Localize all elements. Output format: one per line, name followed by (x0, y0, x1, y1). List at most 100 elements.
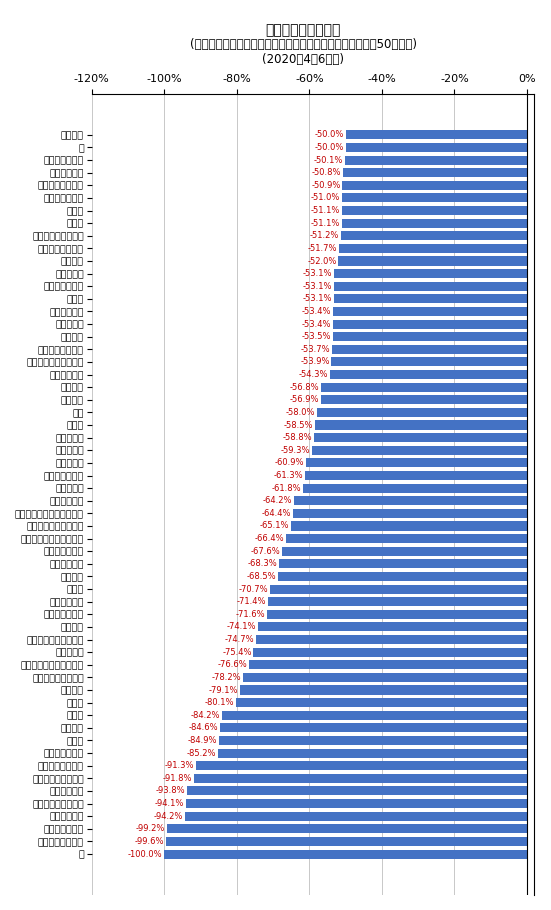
Bar (330, 370, 527, 379)
Bar (338, 257, 527, 266)
Text: -61.8%: -61.8% (271, 483, 301, 492)
Text: -84.9%: -84.9% (188, 736, 217, 745)
Text: -64.4%: -64.4% (262, 509, 291, 518)
Bar (253, 648, 527, 657)
Text: -50.9%: -50.9% (311, 181, 341, 190)
Text: -56.9%: -56.9% (289, 395, 318, 404)
Bar (185, 812, 527, 821)
Text: -52.0%: -52.0% (307, 257, 337, 266)
Bar (293, 509, 527, 518)
Bar (243, 672, 527, 682)
Bar (334, 282, 527, 291)
Bar (331, 358, 527, 367)
Text: -51.1%: -51.1% (310, 218, 340, 228)
Bar (315, 420, 527, 430)
Text: -65.1%: -65.1% (260, 521, 289, 531)
Bar (267, 610, 527, 619)
Text: -53.1%: -53.1% (303, 294, 332, 303)
Text: -66.4%: -66.4% (255, 534, 284, 543)
Bar (305, 471, 527, 480)
Text: -100.0%: -100.0% (128, 850, 163, 858)
Bar (164, 850, 527, 859)
Bar (286, 534, 527, 543)
Text: -64.2%: -64.2% (263, 496, 292, 505)
Bar (278, 571, 527, 581)
Bar (218, 749, 527, 758)
Bar (194, 774, 527, 783)
Text: -84.6%: -84.6% (188, 723, 218, 733)
Text: 月あたりの支出金額: 月あたりの支出金額 (266, 23, 341, 36)
Bar (249, 661, 527, 670)
Text: (二人以上世帯、品目分類、小区分、前年同期比でマイナス50％以下): (二人以上世帯、品目分類、小区分、前年同期比でマイナス50％以下) (190, 38, 417, 51)
Text: -56.8%: -56.8% (289, 383, 319, 391)
Bar (187, 786, 527, 795)
Text: -91.8%: -91.8% (163, 774, 192, 783)
Bar (222, 711, 527, 720)
Bar (333, 332, 527, 341)
Text: -74.1%: -74.1% (227, 622, 256, 632)
Bar (256, 635, 527, 644)
Bar (302, 483, 527, 492)
Bar (342, 206, 527, 215)
Bar (219, 736, 527, 745)
Text: -94.2%: -94.2% (154, 812, 183, 821)
Bar (321, 395, 527, 404)
Text: -51.7%: -51.7% (308, 244, 338, 253)
Text: -58.5%: -58.5% (283, 420, 313, 430)
Bar (333, 307, 527, 316)
Bar (333, 319, 527, 329)
Text: (2020年4〜6月期): (2020年4〜6月期) (262, 53, 344, 66)
Bar (258, 622, 527, 632)
Text: -53.1%: -53.1% (303, 282, 332, 290)
Text: -53.4%: -53.4% (302, 319, 331, 329)
Bar (240, 685, 527, 694)
Text: -53.9%: -53.9% (300, 358, 329, 367)
Bar (342, 218, 527, 228)
Text: -68.3%: -68.3% (247, 560, 277, 569)
Bar (345, 143, 527, 152)
Text: -99.2%: -99.2% (136, 824, 165, 834)
Text: -58.0%: -58.0% (285, 408, 315, 417)
Text: -71.4%: -71.4% (236, 597, 266, 606)
Text: -79.1%: -79.1% (209, 685, 238, 694)
Text: -93.8%: -93.8% (155, 786, 185, 795)
Text: -59.3%: -59.3% (280, 446, 310, 455)
Text: -50.0%: -50.0% (315, 143, 344, 152)
Bar (291, 521, 527, 531)
Text: -60.9%: -60.9% (275, 459, 304, 468)
Text: -74.7%: -74.7% (224, 635, 254, 644)
Bar (339, 244, 527, 253)
Bar (342, 181, 527, 190)
Text: -75.4%: -75.4% (222, 648, 252, 657)
Bar (316, 408, 527, 417)
Bar (345, 156, 527, 165)
Text: -53.1%: -53.1% (303, 269, 332, 278)
Bar (341, 231, 527, 240)
Bar (279, 560, 527, 569)
Bar (306, 459, 527, 468)
Text: -51.0%: -51.0% (311, 194, 340, 202)
Text: -76.6%: -76.6% (218, 661, 247, 669)
Bar (166, 837, 527, 846)
Text: -50.1%: -50.1% (314, 156, 343, 165)
Text: -71.6%: -71.6% (236, 610, 266, 619)
Bar (321, 382, 527, 391)
Bar (294, 496, 527, 505)
Bar (236, 698, 527, 707)
Text: -50.8%: -50.8% (311, 168, 341, 177)
Text: -50.0%: -50.0% (315, 130, 344, 139)
Text: -78.2%: -78.2% (212, 672, 241, 682)
Bar (343, 168, 527, 177)
Text: -68.5%: -68.5% (247, 572, 277, 581)
Text: -53.5%: -53.5% (301, 332, 331, 341)
Text: -54.3%: -54.3% (299, 370, 328, 379)
Bar (334, 269, 527, 278)
Text: -53.7%: -53.7% (301, 345, 331, 354)
Bar (314, 433, 527, 442)
Text: -84.2%: -84.2% (190, 711, 220, 720)
Bar (334, 294, 527, 303)
Text: -94.1%: -94.1% (154, 799, 184, 808)
Text: -85.2%: -85.2% (187, 749, 216, 758)
Text: -91.3%: -91.3% (164, 762, 194, 770)
Bar (312, 446, 527, 455)
